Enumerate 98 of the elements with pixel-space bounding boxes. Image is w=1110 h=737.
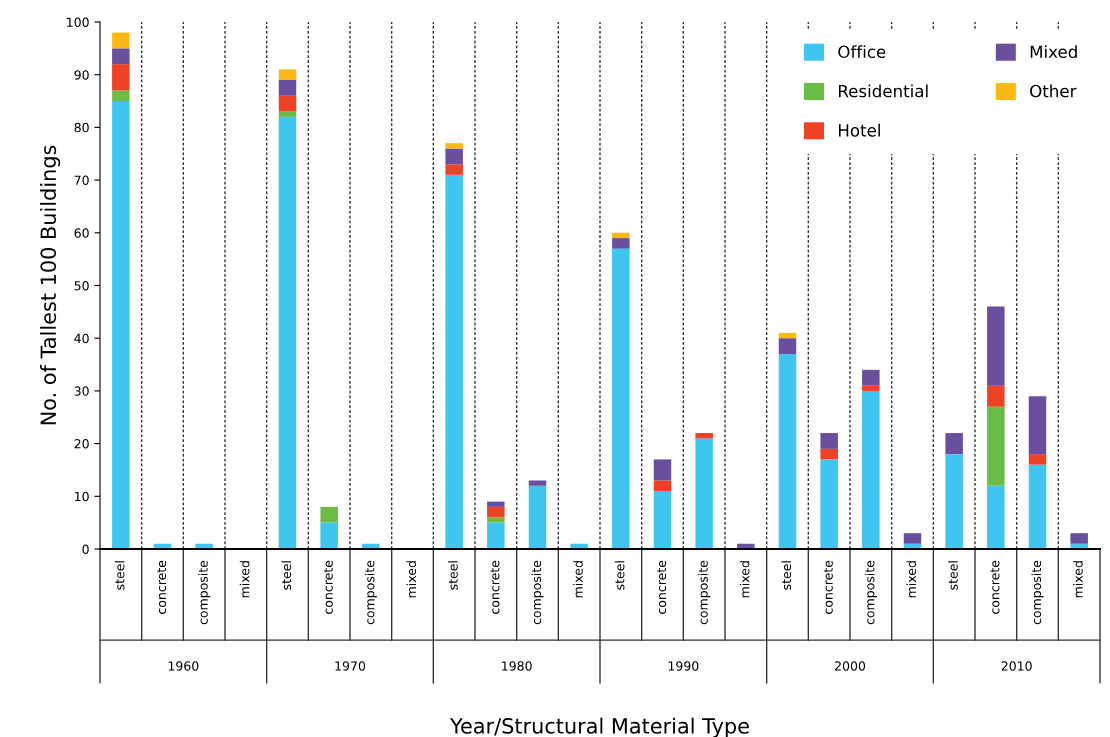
legend-label: Office — [838, 45, 886, 59]
y-tick-label: 40 — [74, 333, 89, 344]
bar — [945, 433, 963, 455]
text: 2000 — [835, 661, 866, 671]
bar — [112, 64, 130, 91]
x-tick-label: mixed — [573, 561, 583, 598]
bar — [612, 238, 630, 249]
bar — [278, 111, 297, 117]
x-tick-label: steel — [448, 561, 458, 590]
bar — [945, 454, 963, 549]
bar — [1028, 396, 1047, 455]
bar — [987, 306, 1005, 386]
bar — [903, 533, 922, 544]
legend-label: Mixed — [1030, 45, 1077, 59]
y-axis-title: No. of Tallest 100 Buildings — [40, 145, 61, 425]
x-tick-label: mixed — [906, 561, 917, 598]
x-tick-label: composite — [1031, 560, 1044, 625]
text: 1960 — [168, 661, 199, 671]
bar — [320, 522, 338, 549]
y-tick-label: 100 — [67, 17, 89, 27]
x-tick-label: steel — [948, 561, 958, 590]
bar — [112, 101, 130, 549]
bar — [487, 522, 505, 549]
bar — [445, 148, 463, 165]
x-tick-label: steel — [114, 561, 125, 590]
bar — [445, 174, 463, 549]
y-tick-label: 20 — [74, 439, 89, 449]
bar — [987, 385, 1005, 407]
bar — [695, 433, 713, 439]
x-tick-label: steel — [781, 561, 792, 590]
y-tick-label: 70 — [74, 175, 89, 186]
text: 1990 — [668, 661, 699, 671]
legend-label: Hotel — [838, 123, 880, 137]
bar — [487, 506, 505, 518]
x-tick-label: concrete — [490, 560, 500, 614]
bar — [1070, 533, 1088, 544]
bar — [987, 406, 1005, 486]
bar — [987, 485, 1005, 549]
x-tick-label: concrete — [657, 560, 667, 614]
bar — [653, 491, 672, 549]
bar — [320, 506, 338, 523]
y-tick-label: 10 — [75, 491, 89, 502]
bar — [862, 390, 880, 549]
x-tick-label: composite — [364, 560, 377, 625]
x-tick-label: mixed — [739, 561, 750, 598]
x-tick-label: mixed — [406, 561, 417, 598]
x-tick-label: steel — [614, 561, 625, 590]
x-tick-label: composite — [698, 560, 711, 625]
legend-label: Other — [1030, 84, 1077, 98]
x-axis-title: Year/Structural Material Type — [449, 717, 749, 737]
bar — [612, 248, 630, 549]
bar — [612, 232, 630, 239]
x-tick-label: composite — [198, 560, 211, 625]
bar — [820, 448, 838, 460]
y-tick-label: 30 — [74, 386, 89, 396]
bar — [528, 485, 547, 549]
bar — [278, 95, 297, 112]
x-tick-label: concrete — [990, 560, 1000, 614]
bar — [653, 480, 672, 492]
y-tick-label: 50 — [74, 280, 89, 291]
bar — [653, 459, 672, 481]
bar — [778, 332, 797, 339]
bar — [278, 69, 297, 80]
y-tick-label: 90 — [74, 70, 89, 80]
bar — [528, 480, 547, 486]
x-tick-label: mixed — [239, 561, 250, 598]
bar — [778, 354, 797, 549]
bar — [695, 438, 713, 549]
x-tick-label: concrete — [323, 560, 333, 614]
bar — [862, 369, 880, 386]
bar — [112, 90, 130, 102]
bar — [278, 116, 297, 549]
bar — [112, 32, 130, 49]
x-tick-label: composite — [531, 560, 544, 625]
x-tick-label: composite — [864, 560, 877, 625]
x-tick-label: concrete — [157, 560, 167, 614]
bar — [112, 48, 130, 65]
x-tick-label: mixed — [1073, 561, 1083, 598]
text: 2010 — [1001, 661, 1032, 671]
x-tick-label: steel — [281, 561, 292, 590]
x-tick-label: concrete — [823, 560, 833, 614]
bar — [487, 501, 505, 507]
bar — [278, 79, 297, 96]
bar — [487, 517, 505, 523]
text: 1980 — [502, 661, 532, 671]
bar — [820, 433, 838, 449]
y-tick-label: 0 — [82, 544, 89, 554]
y-tick-label: 80 — [74, 122, 89, 133]
bar — [445, 164, 463, 175]
text: 1970 — [335, 661, 366, 671]
bar — [778, 338, 797, 355]
bar — [1028, 464, 1047, 549]
y-tick-label: 60 — [74, 228, 89, 238]
bar — [445, 143, 463, 149]
bar — [820, 459, 838, 549]
bar — [862, 385, 880, 391]
legend-label: Residential — [838, 84, 928, 98]
bar — [1028, 454, 1047, 465]
